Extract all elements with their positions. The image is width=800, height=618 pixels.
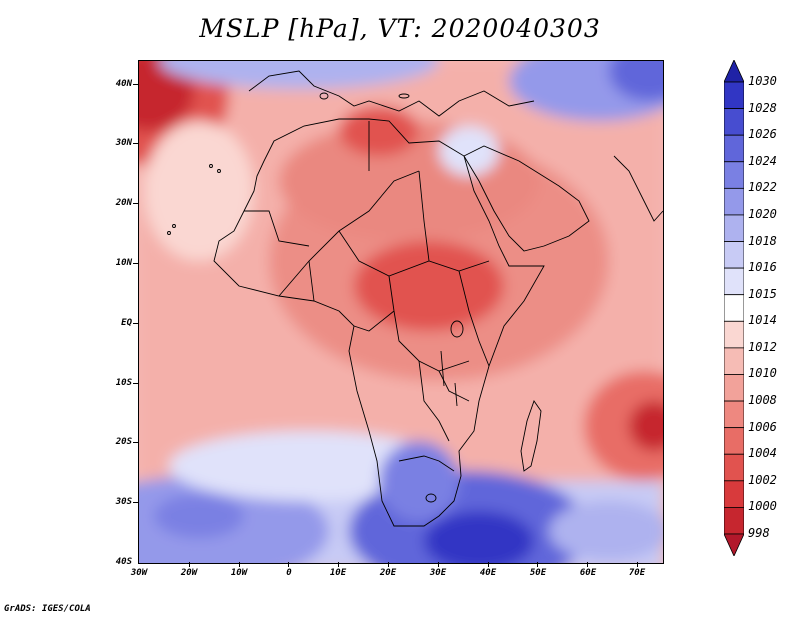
lat-label-20n: 20N bbox=[115, 198, 132, 208]
colorbar-label: 1016 bbox=[748, 260, 777, 275]
lat-label-30s: 30S bbox=[115, 497, 132, 507]
colorbar-label: 998 bbox=[748, 526, 770, 540]
colorbar-label: 1008 bbox=[748, 393, 777, 408]
colorbar-box bbox=[724, 480, 744, 508]
colorbar-box bbox=[724, 294, 744, 322]
colorbar-box bbox=[724, 453, 744, 482]
colorbar-box bbox=[724, 134, 744, 163]
colorbar-label: 1015 bbox=[748, 286, 777, 301]
colorbar-label: 1004 bbox=[748, 446, 777, 461]
colorbar-label: 1028 bbox=[748, 100, 777, 115]
lat-label-30n: 30N bbox=[115, 138, 132, 148]
colorbar-label: 1010 bbox=[748, 366, 777, 381]
lat-label-40s: 40S bbox=[115, 557, 132, 567]
colorbar-label: 1022 bbox=[748, 180, 777, 195]
lat-label-10s: 10S bbox=[115, 378, 132, 388]
lon-label-30e: 30E bbox=[429, 568, 447, 578]
colorbar-box bbox=[724, 161, 744, 189]
colorbar-box bbox=[724, 347, 744, 375]
colorbar-top-triangle bbox=[724, 60, 744, 83]
lat-label-40n: 40N bbox=[115, 79, 132, 89]
grads-credit: GrADS: IGES/COLA bbox=[4, 604, 91, 614]
lon-label-0: 0 bbox=[286, 568, 292, 578]
colorbar-box bbox=[724, 374, 744, 402]
colorbar-bottom-triangle bbox=[724, 533, 744, 556]
coastline bbox=[167, 70, 663, 527]
map-title: MSLP [hPa], VT: 2020040303 bbox=[199, 14, 601, 43]
colorbar-label: 1006 bbox=[748, 419, 777, 434]
colorbar-box bbox=[724, 108, 744, 136]
lon-label-10e: 10E bbox=[329, 568, 347, 578]
colorbar-label: 1014 bbox=[748, 313, 777, 328]
colorbar-label: 1002 bbox=[748, 472, 777, 487]
lat-label-eq: EQ bbox=[121, 318, 132, 328]
lat-label-10n: 10N bbox=[115, 258, 132, 268]
colorbar-label: 1024 bbox=[748, 153, 777, 168]
lon-label-60e: 60E bbox=[579, 568, 597, 578]
lon-label-40e: 40E bbox=[479, 568, 497, 578]
colorbar-box bbox=[724, 400, 744, 429]
pressure-map bbox=[138, 60, 664, 564]
lon-label-50e: 50E bbox=[529, 568, 547, 578]
colorbar-box bbox=[724, 427, 744, 455]
lat-label-20s: 20S bbox=[115, 437, 132, 447]
colorbar-box bbox=[724, 81, 744, 109]
colorbar-legend bbox=[724, 60, 744, 556]
colorbar-label: 1020 bbox=[748, 206, 777, 221]
colorbar-label: 1026 bbox=[748, 127, 777, 142]
colorbar-label: 1018 bbox=[748, 233, 777, 248]
colorbar-box bbox=[724, 241, 744, 269]
colorbar-label: 1000 bbox=[748, 499, 777, 514]
lon-label-30w: 30W bbox=[130, 568, 148, 578]
lon-label-20w: 20W bbox=[180, 568, 198, 578]
colorbar-label: 1030 bbox=[748, 74, 777, 88]
colorbar-box bbox=[724, 214, 744, 242]
pressure-field bbox=[139, 61, 663, 563]
lon-label-10w: 10W bbox=[230, 568, 248, 578]
colorbar-box bbox=[724, 187, 744, 216]
lon-label-70e: 70E bbox=[628, 568, 646, 578]
colorbar-box bbox=[724, 507, 744, 535]
colorbar-box bbox=[724, 267, 744, 296]
colorbar-label: 1012 bbox=[748, 339, 777, 354]
lon-label-20e: 20E bbox=[379, 568, 397, 578]
colorbar-box bbox=[724, 320, 744, 349]
